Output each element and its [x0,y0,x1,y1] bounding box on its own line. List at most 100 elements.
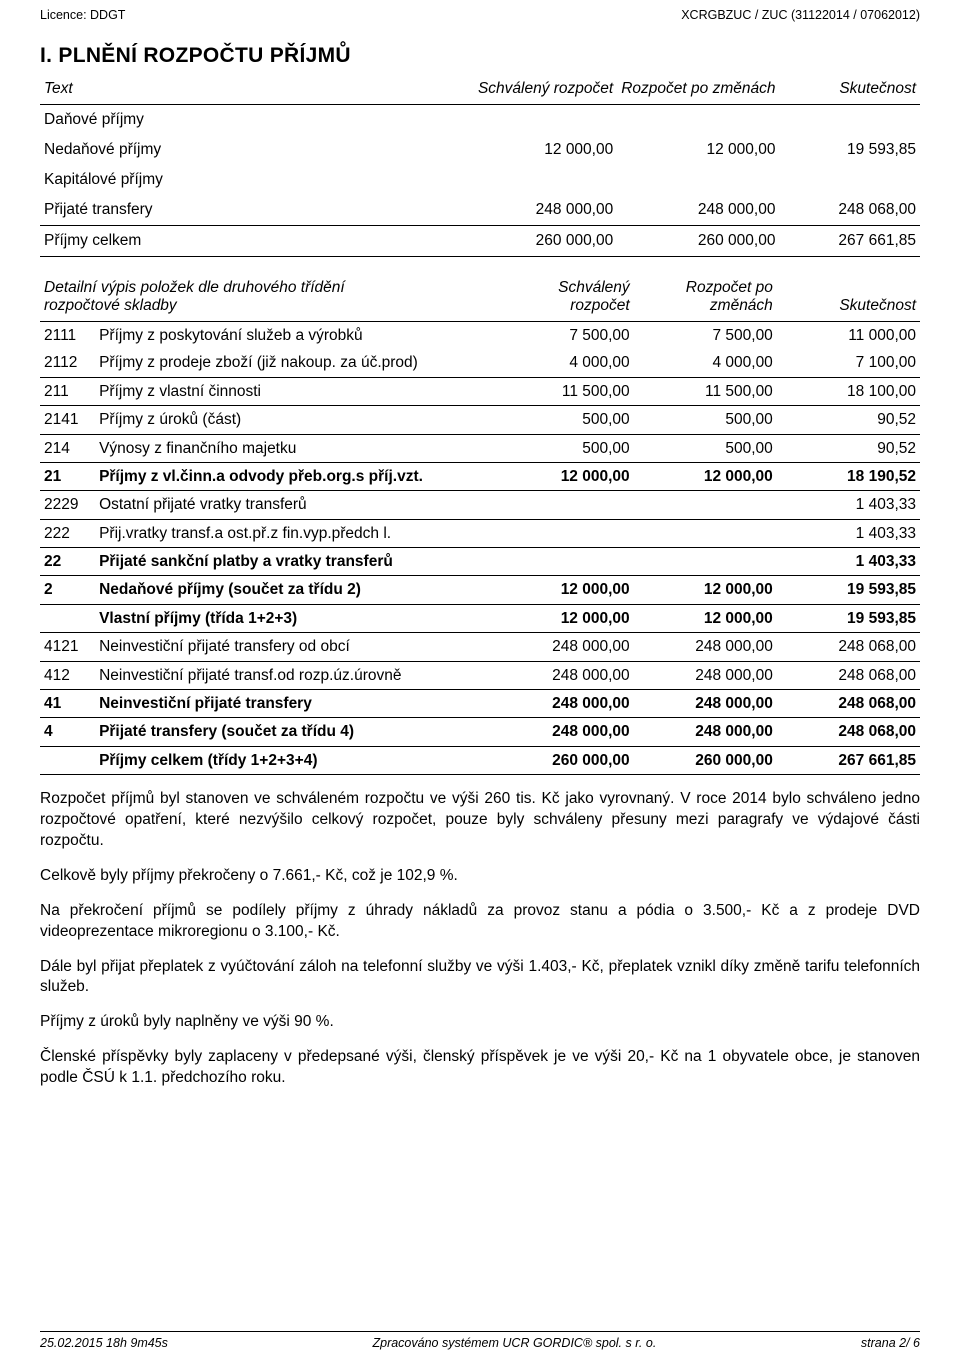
section-title: I. PLNĚNÍ ROZPOČTU PŘÍJMŮ [40,44,920,68]
page-footer: 25.02.2015 18h 9m45s Zpracováno systémem… [40,1331,920,1350]
detail-row-v3: 7 100,00 [777,349,920,377]
detail-row-v3: 11 000,00 [777,322,920,350]
detail-row-v2 [634,491,777,519]
summary-row-label: Kapitálové příjmy [40,165,474,195]
detail-row-label: Ostatní přijaté vratky transferů [95,491,490,519]
detail-row-code: 214 [40,434,95,462]
header-left: Licence: DDGT [40,8,125,22]
detail-row: 222Přij.vratky transf.a ost.př.z fin.vyp… [40,519,920,547]
col-text: Text [40,76,474,105]
page-header: Licence: DDGT XCRGBZUC / ZUC (31122014 /… [40,8,920,22]
detail-row-label: Příjmy z úroků (část) [95,406,490,434]
detail-row-code: 2141 [40,406,95,434]
footer-right: strana 2/ 6 [861,1336,920,1350]
detail-row-v2: 12 000,00 [634,462,777,490]
detail-header-c2: Rozpočet po změnách [634,275,777,322]
detail-header-left-line2: rozpočtové skladby [44,297,177,314]
summary-row-v1: 248 000,00 [474,195,617,226]
body-paragraph: Na překročení příjmů se podílely příjmy … [40,901,920,943]
detail-row: 4121Neinvestiční přijaté transfery od ob… [40,633,920,661]
detail-row-label: Příjmy z vl.činn.a odvody přeb.org.s pří… [95,462,490,490]
summary-total-label: Příjmy celkem [40,226,474,257]
detail-row-v3: 248 068,00 [777,633,920,661]
summary-table: Text Schválený rozpočet Rozpočet po změn… [40,76,920,257]
detail-row-v1: 500,00 [491,434,634,462]
detail-row: 22Přijaté sankční platby a vratky transf… [40,548,920,576]
detail-row-label: Neinvestiční přijaté transf.od rozp.úz.ú… [95,661,490,689]
detail-header-c1b: rozpočet [570,297,629,314]
detail-row: 2111Příjmy z poskytování služeb a výrobk… [40,322,920,350]
detail-row-label: Příjmy z poskytování služeb a výrobků [95,322,490,350]
body-text: Rozpočet příjmů byl stanoven ve schválen… [40,789,920,1089]
summary-total-v1: 260 000,00 [474,226,617,257]
detail-row-v1: 12 000,00 [491,604,634,632]
summary-row-v3 [779,105,920,136]
detail-row-v1: 248 000,00 [491,661,634,689]
summary-total-row: Příjmy celkem 260 000,00 260 000,00 267 … [40,226,920,257]
detail-row-code [40,746,95,774]
summary-total-v3: 267 661,85 [779,226,920,257]
detail-header-c2a: Rozpočet po [686,279,773,296]
detail-row-v1: 7 500,00 [491,322,634,350]
detail-header-c2b: změnách [710,297,773,314]
detail-row-v2: 7 500,00 [634,322,777,350]
detail-row-label: Neinvestiční přijaté transfery od obcí [95,633,490,661]
summary-row-v2 [617,105,779,136]
detail-header-left-line1: Detailní výpis položek dle druhového tří… [44,279,345,296]
body-paragraph: Celkově byly příjmy překročeny o 7.661,-… [40,866,920,887]
page: Licence: DDGT XCRGBZUC / ZUC (31122014 /… [0,0,960,1358]
detail-row-v1: 12 000,00 [491,576,634,604]
detail-row-v3: 18 100,00 [777,377,920,405]
detail-row: Příjmy celkem (třídy 1+2+3+4)260 000,002… [40,746,920,774]
detail-row-label: Vlastní příjmy (třída 1+2+3) [95,604,490,632]
footer-left: 25.02.2015 18h 9m45s [40,1336,168,1350]
summary-row-v2: 248 000,00 [617,195,779,226]
summary-row: Přijaté transfery248 000,00248 000,00248… [40,195,920,226]
body-paragraph: Členské příspěvky byly zaplaceny v přede… [40,1047,920,1089]
detail-row-code: 211 [40,377,95,405]
detail-row-v3: 248 068,00 [777,689,920,717]
detail-row: 211Příjmy z vlastní činnosti11 500,0011 … [40,377,920,405]
detail-row-v1: 260 000,00 [491,746,634,774]
detail-row-label: Přijaté transfery (součet za třídu 4) [95,718,490,746]
detail-row-v3: 90,52 [777,434,920,462]
footer-center: Zpracováno systémem UCR GORDIC® spol. s … [372,1336,656,1350]
detail-row: 41Neinvestiční přijaté transfery248 000,… [40,689,920,717]
detail-row: Vlastní příjmy (třída 1+2+3)12 000,0012 … [40,604,920,632]
summary-row-v3 [779,165,920,195]
summary-row: Daňové příjmy [40,105,920,136]
detail-row: 2229Ostatní přijaté vratky transferů1 40… [40,491,920,519]
detail-row-v3: 19 593,85 [777,576,920,604]
detail-row: 2112Příjmy z prodeje zboží (již nakoup. … [40,349,920,377]
detail-header-c1a: Schválený [558,279,630,296]
summary-row-v1 [474,165,617,195]
detail-table: Detailní výpis položek dle druhového tří… [40,275,920,775]
summary-total-v2: 260 000,00 [617,226,779,257]
detail-row-v2: 248 000,00 [634,633,777,661]
detail-row-v3: 248 068,00 [777,718,920,746]
detail-row-code: 222 [40,519,95,547]
col-skutecnost: Skutečnost [779,76,920,105]
detail-row-v2 [634,519,777,547]
detail-row-v2: 12 000,00 [634,604,777,632]
detail-row-v1 [491,491,634,519]
detail-row-v3: 1 403,33 [777,491,920,519]
detail-row-code: 2112 [40,349,95,377]
detail-row-v2: 260 000,00 [634,746,777,774]
body-paragraph: Rozpočet příjmů byl stanoven ve schválen… [40,789,920,852]
detail-row-v2: 11 500,00 [634,377,777,405]
summary-row-v2 [617,165,779,195]
summary-row-v3: 19 593,85 [779,135,920,165]
summary-row-label: Přijaté transfery [40,195,474,226]
summary-row-label: Daňové příjmy [40,105,474,136]
detail-row-v1: 248 000,00 [491,633,634,661]
detail-row-code: 4 [40,718,95,746]
detail-row-v3: 267 661,85 [777,746,920,774]
detail-header-row: Detailní výpis položek dle druhového tří… [40,275,920,322]
detail-row-v2: 500,00 [634,406,777,434]
detail-row-v3: 248 068,00 [777,661,920,689]
detail-row-label: Přijaté sankční platby a vratky transfer… [95,548,490,576]
detail-row-v1: 11 500,00 [491,377,634,405]
detail-row-v2: 248 000,00 [634,689,777,717]
detail-row-v3: 19 593,85 [777,604,920,632]
